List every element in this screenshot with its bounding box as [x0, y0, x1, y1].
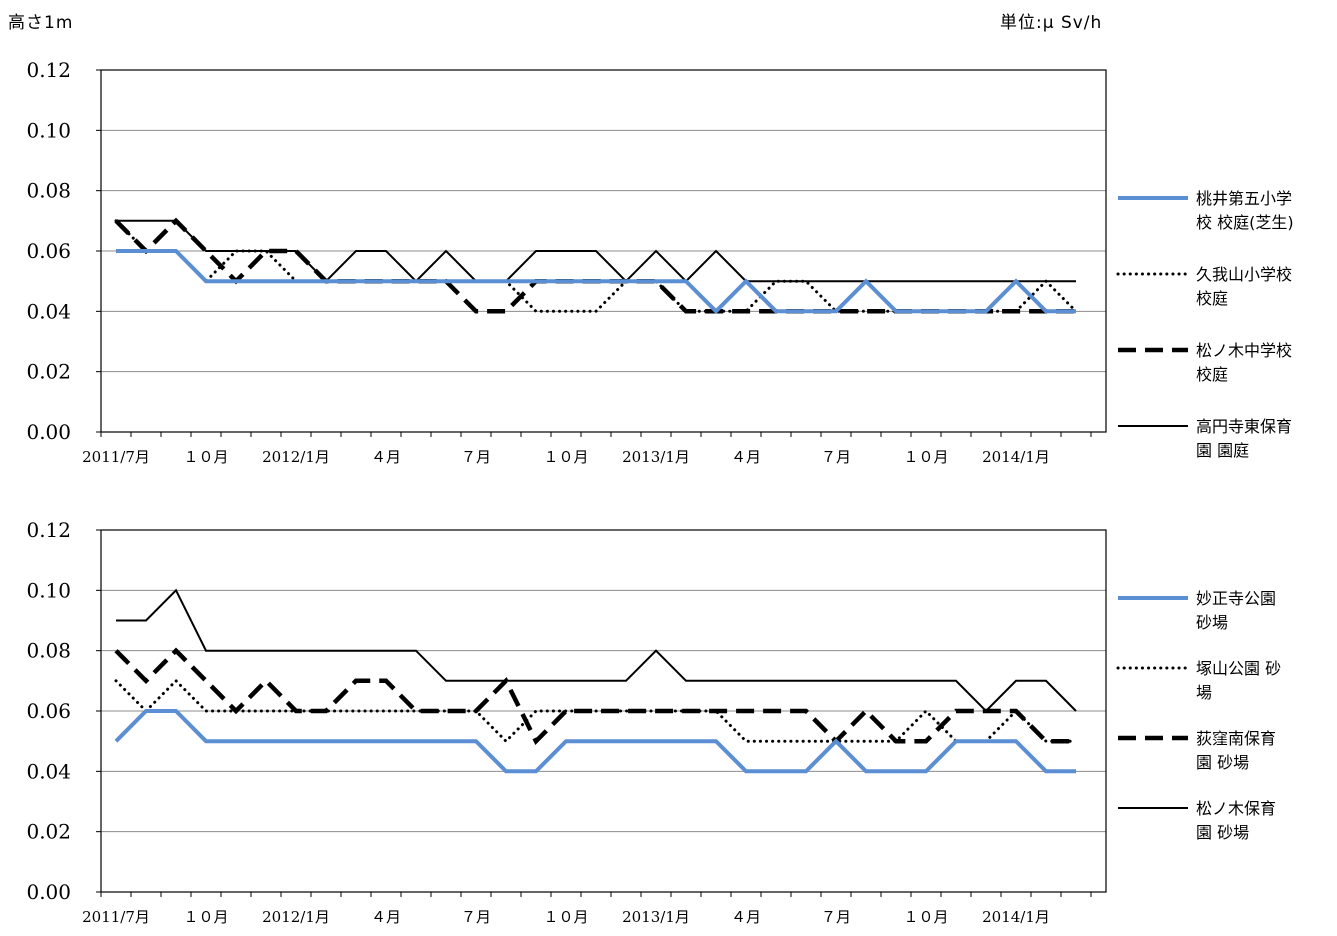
y-tick-label: 0.08 — [26, 639, 71, 663]
legend-label-3: 園 砂場 — [1196, 753, 1249, 772]
y-tick-label: 0.00 — [26, 420, 71, 444]
legend-label-4: 高円寺東保育 — [1196, 417, 1292, 436]
legend-label-1: 砂場 — [1196, 613, 1228, 632]
x-tick-label: １０月 — [903, 448, 948, 466]
x-tick-label: 2014/1月 — [982, 448, 1050, 466]
series-line-3 — [114, 647, 1076, 746]
x-tick-label: ７月 — [821, 448, 851, 466]
x-tick-label: １０月 — [903, 908, 948, 926]
y-tick-label: 0.04 — [26, 299, 71, 323]
legend-label-1: 妙正寺公園 — [1196, 589, 1276, 608]
legend-label-3: 松ノ木中学校 — [1196, 341, 1292, 360]
x-tick-label: ４月 — [371, 908, 401, 926]
plot-frame — [100, 529, 1107, 893]
x-tick-label: 2012/1月 — [262, 908, 330, 926]
y-tick-label: 0.04 — [26, 759, 71, 783]
x-tick-label: 2011/7月 — [82, 448, 150, 466]
x-tick-label: 2011/7月 — [82, 908, 150, 926]
unit-label: 単位:μ Sv/h — [1000, 13, 1103, 33]
y-tick-label: 0.12 — [26, 58, 71, 82]
x-tick-label: 2013/1月 — [622, 908, 690, 926]
y-tick-label: 0.08 — [26, 179, 71, 203]
legend-label-2: 塚山公園 砂 — [1196, 659, 1281, 678]
legend-label-1: 校 校庭(芝生) — [1196, 213, 1294, 232]
series-line-2 — [114, 219, 1078, 313]
x-tick-label: ４月 — [731, 448, 761, 466]
legend-label-3: 校庭 — [1196, 365, 1228, 384]
y-tick-label: 0.06 — [26, 699, 71, 723]
legend-label-4: 園 園庭 — [1196, 441, 1249, 460]
x-tick-label: 2013/1月 — [622, 448, 690, 466]
series-line-3 — [114, 217, 1076, 314]
x-tick-label: １０月 — [543, 908, 588, 926]
x-tick-label: 2012/1月 — [262, 448, 330, 466]
legend-label-4: 園 砂場 — [1196, 823, 1249, 842]
x-tick-label: ７月 — [461, 448, 491, 466]
legend-label-2: 場 — [1196, 683, 1212, 702]
x-tick-label: 2014/1月 — [982, 908, 1050, 926]
y-tick-label: 0.10 — [26, 578, 71, 602]
y-tick-label: 0.10 — [26, 118, 71, 142]
y-tick-label: 0.06 — [26, 239, 71, 263]
chart-top: 0.00 0.02 0.04 0.06 0.08 0.10 0.12 2011/7月 １０月 20… — [26, 58, 1294, 466]
y-tick-label: 0.00 — [26, 880, 71, 904]
y-tick-label: 0.02 — [26, 820, 71, 844]
x-tick-label: ７月 — [461, 908, 491, 926]
x-tick-label: １０月 — [183, 448, 228, 466]
legend-label-3: 荻窪南保育 — [1196, 729, 1276, 748]
x-tick-label: ４月 — [371, 448, 401, 466]
x-tick-label: １０月 — [543, 448, 588, 466]
y-tick-label: 0.02 — [26, 360, 71, 384]
y-tick-label: 0.12 — [26, 518, 71, 542]
height-label: 高さ1m — [8, 13, 74, 33]
series-line-4 — [116, 588, 1077, 713]
series-line-1 — [116, 249, 1076, 315]
x-tick-label: １０月 — [183, 908, 228, 926]
legend-label-4: 松ノ木保育 — [1196, 799, 1276, 818]
x-tick-label: ４月 — [731, 908, 761, 926]
x-tick-label: ７月 — [821, 908, 851, 926]
plot-frame — [100, 69, 1107, 433]
series-line-1 — [114, 709, 1076, 774]
chart-bottom: 0.00 0.02 0.04 0.06 0.08 0.10 0.12 2011/7月 １０月 20… — [26, 518, 1281, 926]
legend-label-2: 久我山小学校 — [1196, 265, 1292, 284]
legend-label-2: 校庭 — [1196, 289, 1228, 308]
legend-label-1: 桃井第五小学 — [1196, 189, 1292, 208]
series-line-2 — [114, 678, 1078, 744]
